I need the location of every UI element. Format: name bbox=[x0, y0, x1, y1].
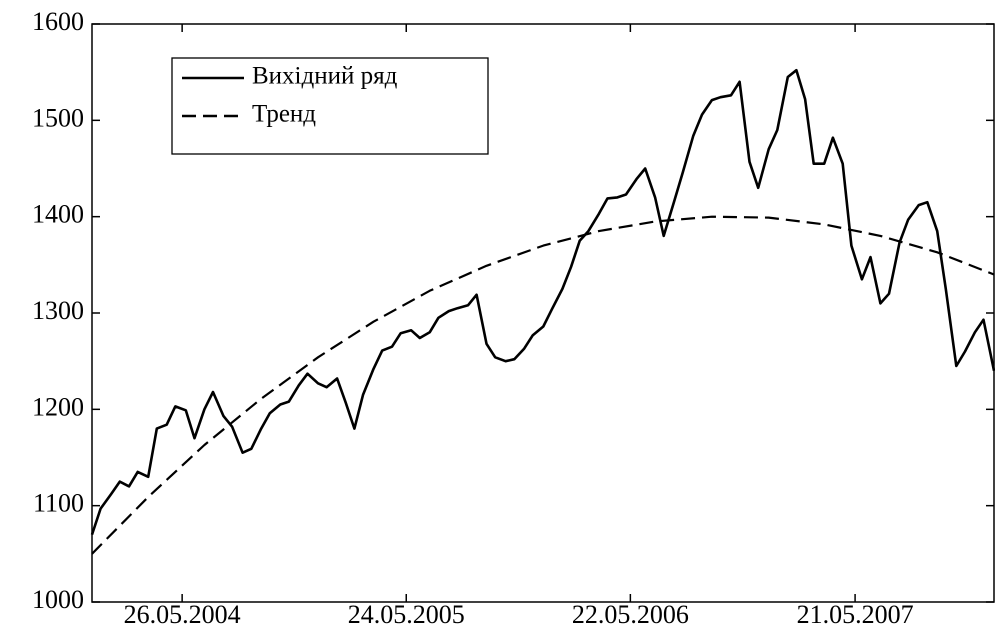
y-tick-label: 1400 bbox=[32, 200, 84, 229]
y-tick-label: 1000 bbox=[32, 585, 84, 614]
legend-box bbox=[171, 57, 489, 155]
series-line bbox=[91, 215, 995, 555]
x-tick-label: 24.05.2005 bbox=[348, 600, 465, 629]
x-tick-label: 21.05.2007 bbox=[797, 600, 914, 629]
y-tick-label: 1500 bbox=[32, 103, 84, 132]
y-tick-label: 1200 bbox=[32, 392, 84, 421]
x-tick-label: 26.05.2004 bbox=[124, 600, 241, 629]
legend-label: Тренд bbox=[252, 101, 316, 128]
x-tick-label: 22.05.2006 bbox=[572, 600, 689, 629]
y-tick-label: 1600 bbox=[32, 7, 84, 36]
series-line bbox=[90, 68, 995, 536]
legend-label: Вихідний ряд bbox=[252, 63, 398, 90]
y-tick-label: 1300 bbox=[32, 296, 84, 325]
y-tick-label: 1100 bbox=[33, 489, 84, 518]
